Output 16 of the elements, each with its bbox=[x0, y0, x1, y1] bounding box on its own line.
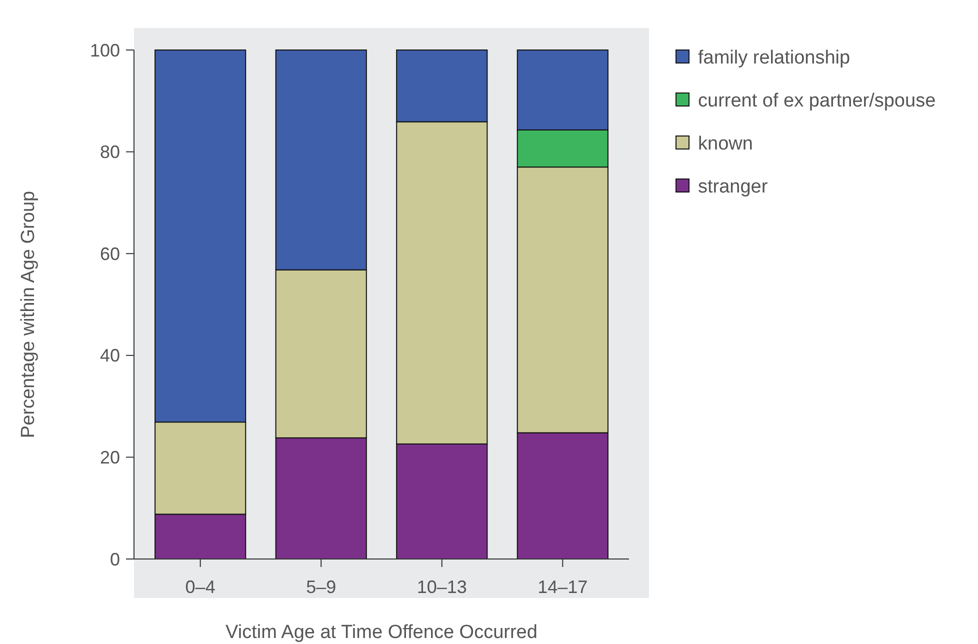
legend-label: family relationship bbox=[698, 48, 850, 69]
x-tick-label: 10–13 bbox=[416, 577, 467, 597]
y-axis-title: Percentage within Age Group bbox=[18, 190, 39, 438]
y-tick-label: 0 bbox=[110, 549, 120, 570]
x-tick-label: 14–17 bbox=[538, 577, 588, 597]
legend-label: known bbox=[698, 134, 753, 155]
legend-label: stranger bbox=[698, 176, 768, 198]
y-tick-label: 80 bbox=[100, 142, 120, 162]
x-axis-title: Victim Age at Time Offence Occurred bbox=[226, 622, 538, 643]
y-tick-label: 60 bbox=[100, 244, 120, 264]
x-tick-label: 5–9 bbox=[306, 577, 336, 597]
y-tick-label: 20 bbox=[100, 448, 120, 468]
y-tick-label: 100 bbox=[90, 40, 120, 60]
legend-label: current of ex partner/spouse bbox=[698, 90, 936, 112]
x-tick-label: 0–4 bbox=[185, 577, 216, 597]
y-tick-label: 40 bbox=[100, 346, 120, 366]
